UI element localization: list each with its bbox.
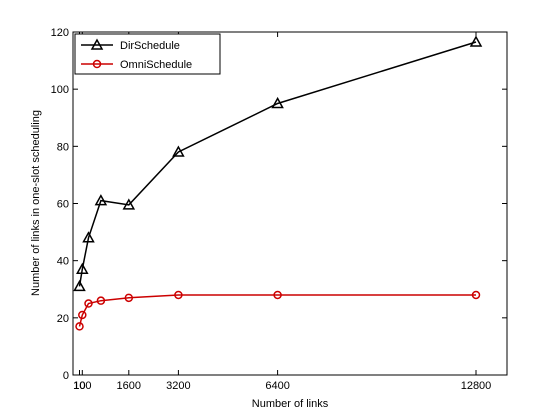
y-tick-label: 20: [57, 313, 69, 325]
data-point: [174, 290, 183, 300]
data-point: [94, 194, 108, 206]
x-tick-label: 6400: [265, 380, 289, 392]
series-layer: [73, 35, 483, 331]
y-tick-label: 0: [63, 370, 69, 382]
y-axis-label: Number of links in one-slot scheduling: [30, 110, 42, 296]
legend-label: DirSchedule: [120, 40, 180, 52]
y-tick-label: 80: [57, 141, 69, 153]
data-point: [122, 198, 136, 210]
data-point: [84, 299, 93, 308]
legend: DirSchedule OmniSchedule: [74, 33, 221, 75]
data-point: [471, 290, 481, 300]
x-axis-label: Number of links: [252, 398, 329, 410]
plot-area: [72, 31, 508, 376]
x-tick-label: 1600: [117, 380, 141, 392]
data-point: [73, 279, 86, 292]
series-line-omnischedule: [78, 294, 476, 327]
x-tick-label: 3200: [166, 380, 190, 392]
data-point: [76, 262, 89, 274]
data-point: [273, 290, 282, 300]
data-point: [75, 322, 84, 331]
y-tick-label: 60: [57, 199, 69, 211]
legend-label: OmniSchedule: [120, 59, 192, 71]
legend-marker: [90, 38, 104, 50]
legend-marker: [92, 59, 102, 69]
series-dirschedule: [73, 35, 483, 292]
series-omnischedule: [75, 290, 481, 331]
data-point: [271, 96, 284, 109]
x-tick-label: 100: [73, 380, 91, 392]
data-point: [469, 35, 483, 47]
data-point: [78, 310, 87, 320]
series-line-dirschedule: [78, 41, 477, 287]
x-tick-label: 10: [73, 380, 85, 392]
data-point: [96, 296, 106, 305]
data-point: [124, 293, 134, 303]
y-tick-label: 100: [51, 84, 69, 96]
y-tick-label: 120: [51, 27, 69, 39]
x-tick-label: 12800: [461, 380, 492, 392]
y-tick-label: 40: [57, 256, 69, 268]
data-point: [172, 145, 185, 157]
data-point: [82, 231, 95, 243]
